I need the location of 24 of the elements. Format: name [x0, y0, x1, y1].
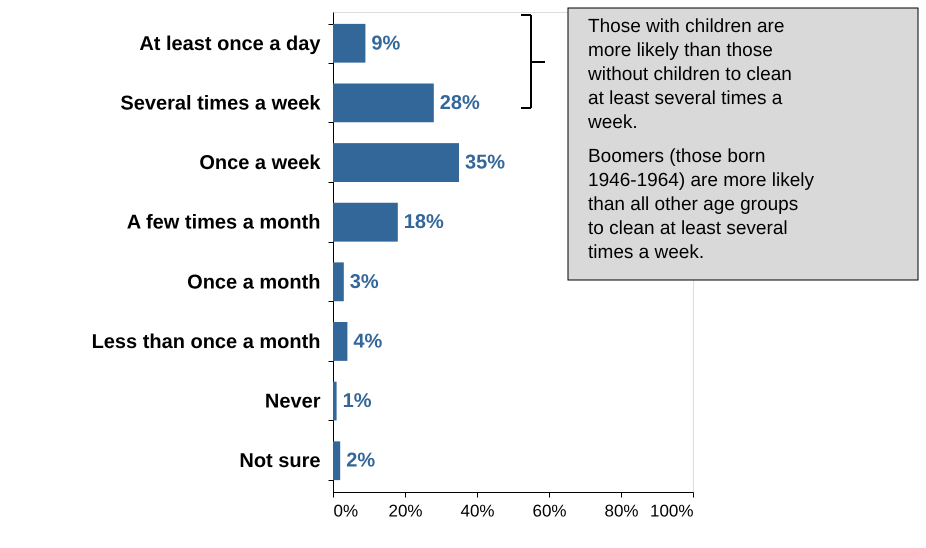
x-tick-label: 40% — [460, 502, 495, 520]
annotation: Those with children are more likely than those without children to clean at least several times a week. — [587, 16, 792, 133]
data-label: 2% — [346, 450, 376, 472]
data-label: 3% — [350, 270, 379, 293]
data-label: 1% — [342, 390, 372, 412]
y-tick-label: Once a month — [187, 271, 320, 294]
x-tick-label: 100% — [650, 502, 694, 520]
y-tick-label: Several times a week — [120, 92, 322, 114]
annotation: Boomers (those born 1946-1964) are more likely than all other age groups to clean at least several times a week. — [588, 146, 815, 263]
data-label: 9% — [371, 32, 401, 54]
y-tick-label: A few times a month — [126, 212, 320, 234]
y-tick-label: Less than once a month — [92, 330, 320, 353]
data-label: 18% — [404, 211, 444, 234]
data-label: 28% — [440, 92, 480, 114]
x-tick-label: 0% — [334, 502, 358, 520]
x-tick-label: 60% — [532, 502, 567, 520]
y-tick-label: Never — [264, 390, 321, 413]
y-tick-label: Not sure — [239, 450, 320, 472]
x-tick-label: 20% — [388, 502, 423, 520]
x-tick-label: 80% — [604, 502, 639, 520]
y-tick-label: Once a week — [199, 152, 322, 174]
data-label: 4% — [353, 330, 383, 352]
data-label: 35% — [465, 152, 506, 174]
y-tick-label: At least once a day — [139, 32, 322, 55]
